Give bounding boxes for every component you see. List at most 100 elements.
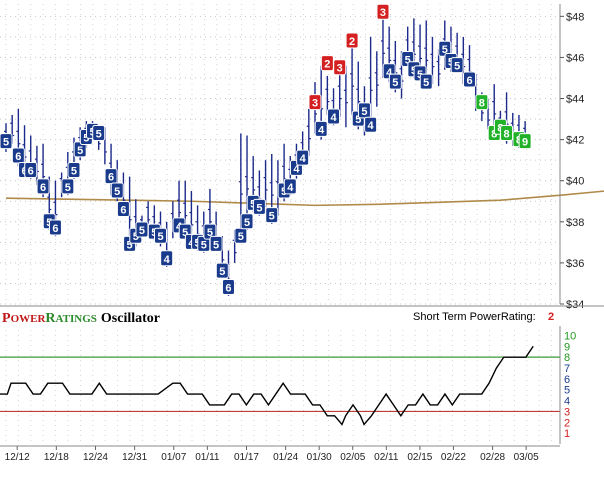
rating-badge-box [296, 149, 310, 166]
rating-badge: 5 [135, 221, 149, 238]
rating-badge-box [308, 94, 322, 111]
rating-badge: 6 [48, 219, 62, 236]
rating-badge-label: 8 [504, 128, 510, 140]
date-tick-label: 02/05 [340, 452, 365, 463]
rating-badge-box [209, 235, 223, 252]
rating-badge: 5 [388, 73, 402, 90]
rating-badge-label: 5 [83, 133, 89, 145]
rating-badge: 5 [234, 227, 248, 244]
rating-badge-label: 6 [28, 165, 34, 177]
rating-badge: 5 [61, 178, 75, 195]
rating-badge-label: 6 [225, 283, 231, 295]
date-tick-label: 02/22 [441, 452, 466, 463]
rating-badge-box [48, 219, 62, 236]
date-tick-label: 01/17 [234, 452, 259, 463]
rating-badge-label: 8 [479, 98, 485, 110]
rating-badge-label: 4 [330, 112, 337, 124]
rating-badge-box [215, 262, 229, 279]
osc-tick-label: 8 [564, 352, 570, 364]
rating-badge-label: 5 [157, 231, 163, 243]
osc-tick-label: 6 [564, 374, 570, 386]
rating-badge-label: 5 [133, 231, 139, 243]
oscillator-line [0, 345, 534, 426]
rating-badge-label: 4 [386, 67, 393, 79]
rating-badge-label: 6 [15, 151, 21, 163]
rating-badge-label: 2 [349, 36, 355, 48]
rating-badge: 4 [314, 120, 328, 137]
rating-badge-label: 5 [244, 217, 250, 229]
date-tick-label: 01/07 [161, 452, 186, 463]
rating-badge-label: 5 [201, 239, 207, 251]
date-tick-label: 01/24 [273, 452, 298, 463]
price-tick-label: $40 [566, 176, 584, 188]
rating-badge: 8 [500, 124, 514, 141]
rating-badge-label: 5 [77, 145, 83, 157]
rating-badge-label: 3 [337, 63, 343, 75]
price-tick-label: $48 [566, 11, 584, 23]
rating-badge: 4 [283, 178, 297, 195]
rating-badge-box [116, 200, 130, 217]
rating-badge-label: 6 [466, 75, 472, 87]
rating-badge: 4 [364, 116, 378, 133]
rating-badge: 6 [221, 279, 235, 296]
rating-badge-box [475, 94, 489, 111]
price-tick-label: $44 [566, 94, 584, 106]
rating-badge-label: 5 [392, 77, 398, 89]
rating-badge-box [265, 207, 279, 224]
rating-badge-label: 5 [114, 186, 120, 198]
rating-badge-label: 5 [361, 106, 367, 118]
rating-badge: 3 [333, 59, 347, 76]
rating-badge: 6 [104, 168, 118, 185]
osc-tick-label: 10 [564, 330, 576, 342]
date-tick-label: 12/18 [44, 452, 69, 463]
rating-badge: 3 [308, 94, 322, 111]
rating-badge-label: 6 [40, 182, 46, 194]
rating-badge-box [240, 213, 254, 230]
rating-badge-box [36, 178, 50, 195]
rating-badge: 5 [92, 124, 106, 141]
rating-badge: 5 [240, 213, 254, 230]
rating-badge-label: 5 [269, 211, 275, 223]
rating-badge-label: 4 [164, 254, 171, 266]
rating-badge: 6 [116, 200, 130, 217]
rating-badge: 3 [376, 3, 390, 20]
rating-badge-label: 5 [127, 239, 133, 251]
rating-badge-box [221, 279, 235, 296]
rating-badge-label: 5 [65, 182, 71, 194]
short-term-label: Short Term PowerRating: [413, 311, 536, 323]
price-tick-label: $46 [566, 52, 584, 64]
osc-tick-label: 2 [564, 417, 570, 429]
rating-badge-label: 5 [207, 227, 213, 239]
rating-badge-box [67, 161, 81, 178]
price-tick-label: $36 [566, 258, 584, 270]
rating-badges: 5666656555555656555554454555556555555444… [0, 3, 532, 296]
rating-badge-label: 4 [300, 153, 307, 165]
rating-badge-label: 9 [522, 137, 528, 149]
osc-tick-label: 1 [564, 428, 570, 440]
rating-badge-box [283, 178, 297, 195]
rating-badge: 6 [36, 178, 50, 195]
rating-badge-box [419, 73, 433, 90]
rating-badge-label: 5 [96, 128, 102, 140]
rating-badge-box [450, 57, 464, 74]
date-tick-label: 01/30 [307, 452, 332, 463]
rating-badge-label: 5 [213, 239, 219, 251]
rating-badge: 5 [110, 182, 124, 199]
rating-badge-label: 5 [256, 202, 262, 214]
rating-badge-box [364, 116, 378, 133]
rating-badge-box [154, 227, 167, 244]
rating-badge-label: 5 [355, 114, 361, 126]
date-tick-label: 02/15 [407, 452, 432, 463]
rating-badge: 5 [209, 235, 223, 252]
oscillator-grid [5, 330, 553, 444]
rating-badge-label: 5 [423, 77, 429, 89]
rating-badge: 5 [154, 227, 167, 244]
rating-badge-label: 5 [454, 61, 460, 73]
price-grid [0, 4, 560, 305]
rating-badge-label: 5 [405, 54, 411, 66]
rating-badge-label: 6 [108, 172, 114, 184]
rating-badge-label: 6 [52, 223, 58, 235]
rating-badge-box [24, 161, 38, 178]
